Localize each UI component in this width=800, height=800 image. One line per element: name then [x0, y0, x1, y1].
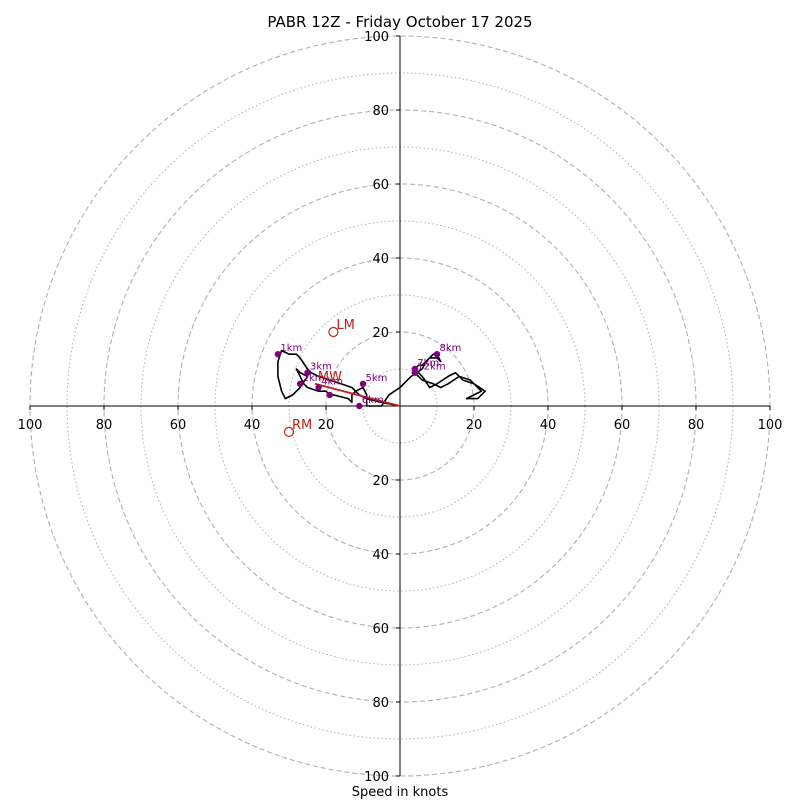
height-label-1km: 1km	[280, 343, 302, 354]
hodograph-trace-group	[277, 349, 486, 407]
height-label-2km: 2km	[303, 373, 325, 384]
height-label-12km: 12km	[417, 362, 445, 373]
height-marker-4km	[315, 384, 322, 391]
x-tick-label-left-80: 80	[96, 418, 113, 433]
x-tick-label-right-80: 80	[688, 418, 705, 433]
x-tick-label-left-60: 60	[170, 418, 187, 433]
rm-label: RM	[292, 418, 312, 433]
x-tick-label-right-100: 100	[758, 418, 783, 433]
y-tick-label-down-60: 60	[372, 622, 389, 637]
y-tick-label-down-80: 80	[372, 696, 389, 711]
y-tick-label-up-80: 80	[372, 104, 389, 119]
mw-label: MW	[318, 370, 342, 385]
height-marker-2km	[296, 380, 304, 387]
x-tick-label-right-40: 40	[540, 418, 557, 433]
height-marker-6km	[356, 402, 363, 410]
height-label-6km: 6km	[362, 395, 384, 406]
y-tick-label-up-100: 100	[364, 30, 389, 45]
height-marker-1km	[274, 351, 282, 358]
height-marker-3km	[304, 369, 311, 376]
height-marker-point-9	[326, 391, 333, 399]
height-label-4km: 4km	[321, 377, 343, 388]
x-tick-label-right-60: 60	[614, 418, 631, 433]
lm-label: LM	[336, 318, 354, 333]
y-tick-label-down-100: 100	[364, 770, 389, 785]
lm-marker	[328, 326, 339, 338]
tick-labels: 20 20 20 20 40 40 40 40 60 60 60 60 80 80 80 80 100 100 10…	[18, 30, 783, 785]
height-marker-8km	[433, 351, 441, 358]
height-marker-5km	[359, 380, 367, 387]
height-marker-12km	[411, 369, 418, 376]
rm-marker	[283, 426, 295, 437]
height-label-7km: 7km	[417, 358, 439, 369]
height-label-3km: 3km	[310, 362, 332, 373]
y-tick-label-up-40: 40	[372, 252, 389, 267]
x-tick-label-left-100: 100	[18, 418, 43, 433]
hodograph-trace	[277, 349, 486, 407]
storm-motion-markers: LM RM MW	[283, 318, 355, 437]
x-tick-label-left-40: 40	[244, 418, 261, 433]
height-label-8km: 8km	[440, 343, 462, 354]
y-tick-label-down-20: 20	[372, 474, 389, 489]
x-tick-label-left-20: 20	[318, 418, 335, 433]
y-tick-label-up-60: 60	[372, 178, 389, 193]
y-tick-label-up-20: 20	[372, 326, 389, 341]
y-tick-label-down-40: 40	[372, 548, 389, 563]
chart-title: PABR 12Z - Friday October 17 2025	[267, 13, 532, 31]
mean-wind-vector	[314, 382, 401, 407]
height-label-5km: 5km	[366, 373, 388, 384]
x-axis-label: Speed in knots	[352, 785, 449, 800]
x-tick-label-right-20: 20	[466, 418, 483, 433]
